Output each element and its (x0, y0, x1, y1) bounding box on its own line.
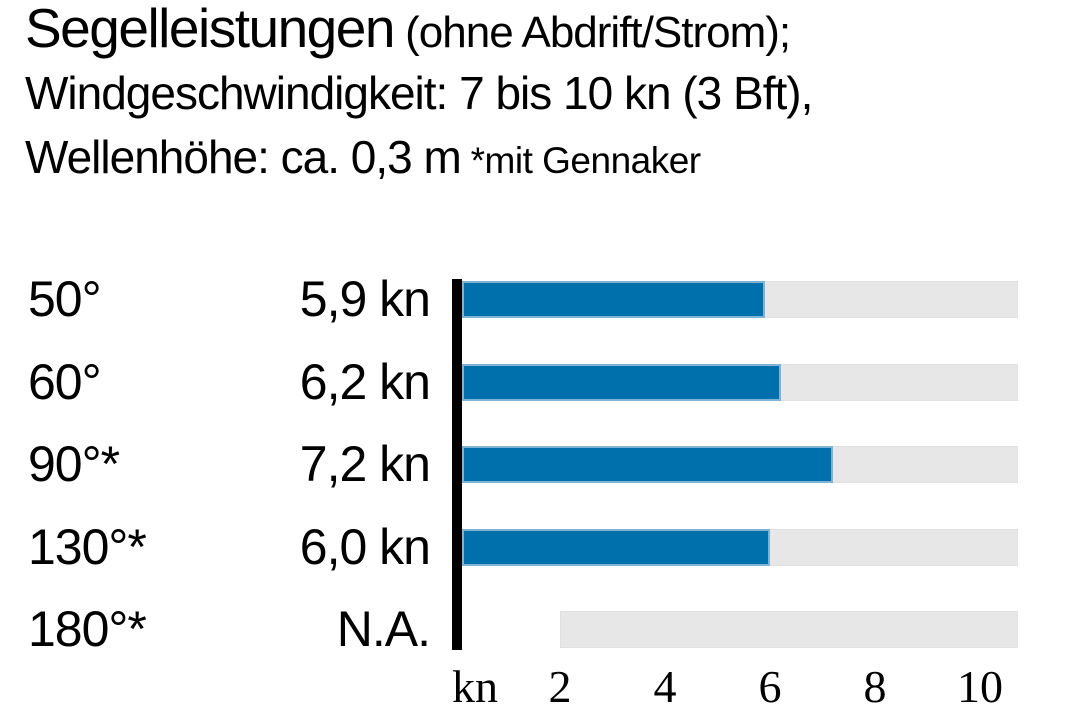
bar-value (462, 281, 765, 318)
row-angle-label: 50° (28, 271, 102, 327)
wave-height-line: Wellenhöhe: ca. 0,3 m *mit Gennaker (25, 126, 701, 192)
bar-track (560, 611, 1018, 648)
page-title: Segelleistungen (25, 0, 395, 59)
gennaker-footnote: *mit Gennaker (460, 140, 702, 181)
x-axis-tick-label: 4 (653, 661, 677, 712)
x-axis-tick-label: 2 (548, 661, 572, 712)
wave-height-subtitle: Wellenhöhe: ca. 0,3 m (25, 131, 462, 183)
row-speed-label: N.A. (336, 601, 431, 657)
bar-value (462, 446, 833, 483)
row-speed-label: 6,0 kn (299, 518, 431, 575)
title-line: Segelleistungen (ohne Abdrift/Strom); (25, 0, 791, 65)
x-axis-tick-label: 10 (957, 661, 1003, 712)
row-speed-label: 7,2 kn (299, 436, 431, 492)
row-angle-label: 60° (28, 353, 102, 410)
wind-speed-subtitle: Windgeschwindigkeit: 7 bis 10 kn (3 Bft)… (25, 67, 813, 119)
row-speed-label: 5,9 kn (299, 271, 431, 327)
row-angle-label: 90°* (28, 436, 120, 492)
x-axis-tick-label: 6 (758, 661, 782, 712)
bar-value (462, 363, 781, 401)
x-axis-tick-label: 8 (863, 661, 887, 712)
row-angle-label: 180°* (28, 601, 147, 657)
row-speed-label: 6,2 kn (299, 353, 431, 410)
row-angle-label: 130°* (28, 518, 147, 575)
title-qualifier: (ohne Abdrift/Strom); (393, 8, 791, 57)
bar-value (462, 528, 770, 566)
x-axis-unit-label: kn (452, 661, 498, 712)
y-axis-line (452, 279, 462, 650)
